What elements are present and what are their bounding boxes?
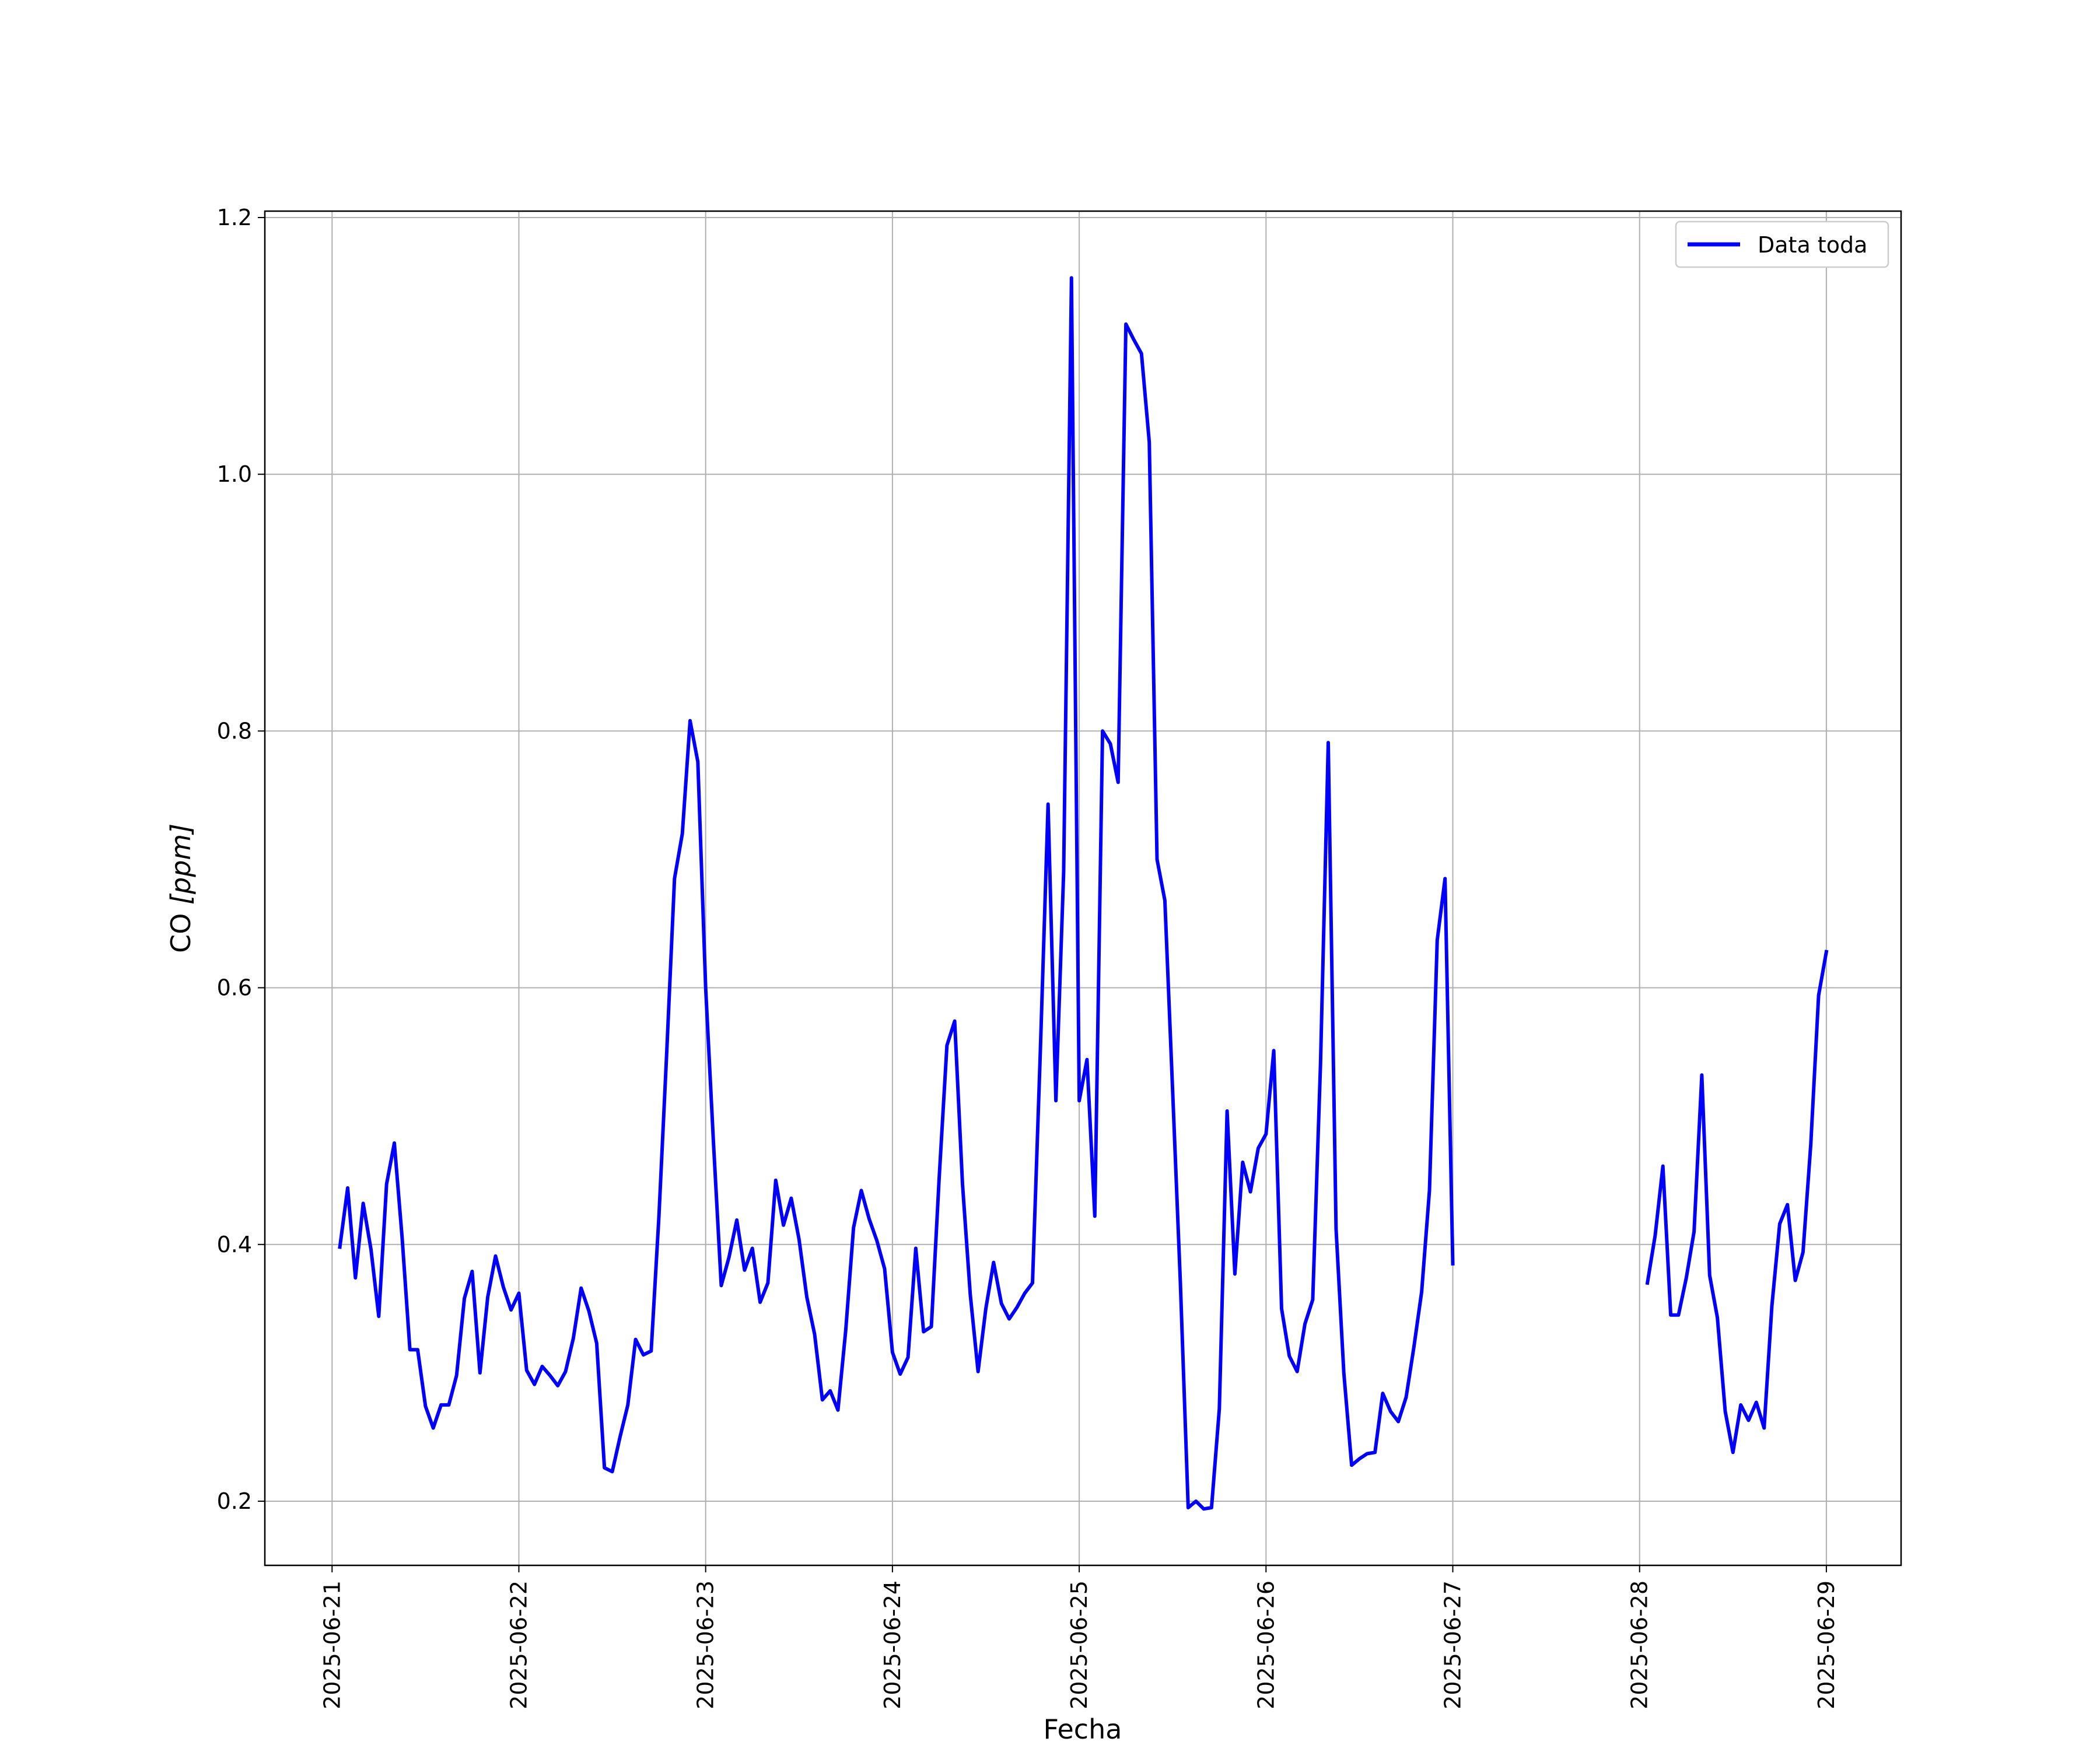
legend-box (1675, 220, 1889, 268)
x-tick-label: 2025-06-27 (1440, 1581, 1466, 1709)
x-tick-label: 2025-06-21 (319, 1581, 345, 1709)
x-tick-label: 2025-06-26 (1253, 1581, 1279, 1709)
y-tick-label: 0.4 (217, 1232, 252, 1257)
legend: Data toda (1675, 220, 1889, 268)
data-series (338, 276, 1829, 1511)
x-tick-label: 2025-06-28 (1627, 1581, 1653, 1709)
y-tick-label: 1.0 (217, 461, 252, 487)
series-line-segment (1645, 949, 1829, 1455)
legend-label: Data toda (1758, 232, 1867, 258)
x-tick-label: 2025-06-29 (1814, 1581, 1839, 1709)
y-tick-label: 0.6 (217, 975, 252, 1001)
x-tick-label: 2025-06-23 (693, 1581, 719, 1709)
x-tick-label: 2025-06-24 (880, 1581, 905, 1709)
y-axis-label-main: CO (165, 905, 197, 953)
x-axis-label: Fecha (1044, 1714, 1122, 1745)
y-axis-label-unit: [ppm] (165, 824, 197, 905)
y-axis-label: CO [ppm] (165, 824, 197, 953)
x-tick-label: 2025-06-22 (506, 1581, 531, 1709)
y-tick-label: 1.2 (217, 205, 252, 230)
x-tick-label: 2025-06-25 (1066, 1581, 1092, 1709)
y-axis-ticks: 0.2 0.4 0.6 0.8 1.0 1.2 (217, 205, 265, 1514)
y-tick-label: 0.2 (217, 1488, 252, 1514)
plot-frame (264, 210, 1902, 1567)
x-axis-ticks: 2025-06-21 2025-06-22 2025-06-23 2025-06-24… (319, 1565, 1839, 1709)
series-line-segment (338, 276, 1455, 1511)
y-tick-label: 0.8 (217, 718, 252, 744)
